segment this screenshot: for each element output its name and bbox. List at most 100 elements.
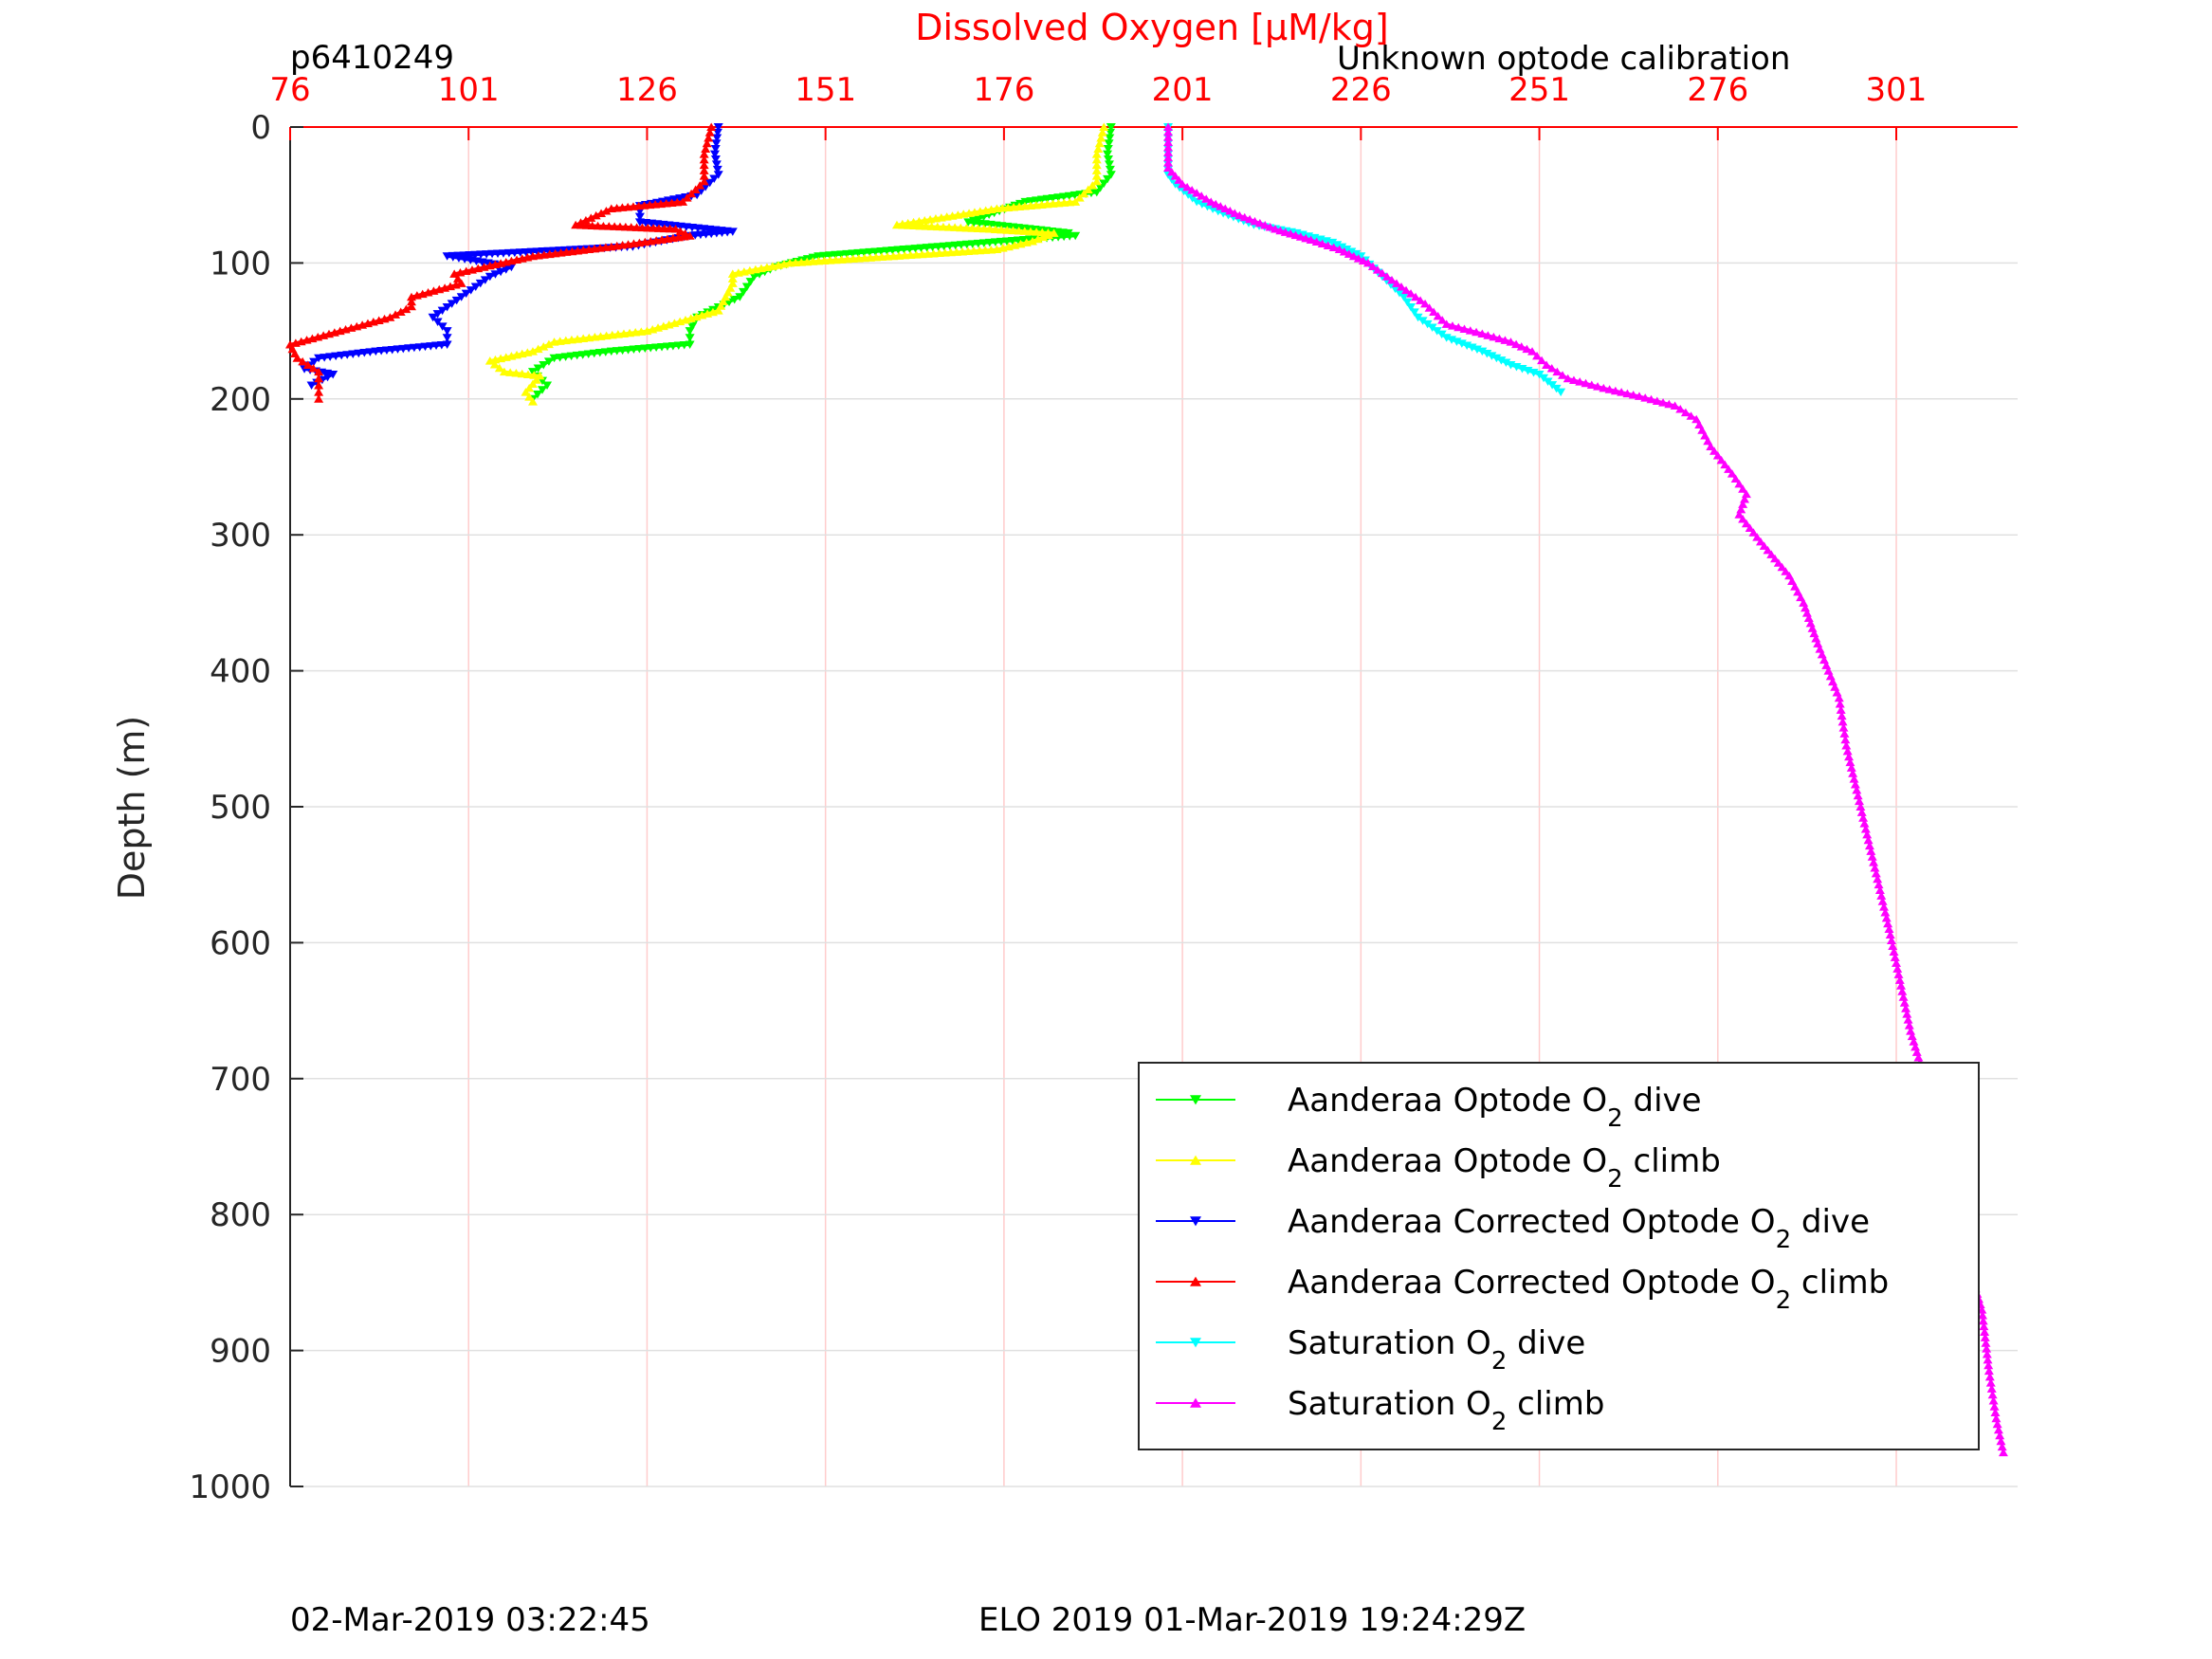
data-point	[1740, 495, 1750, 503]
data-point	[1477, 329, 1488, 337]
data-point	[709, 150, 720, 159]
data-point	[917, 249, 927, 259]
data-point	[496, 267, 506, 277]
data-point	[646, 236, 656, 246]
data-point	[1163, 137, 1174, 147]
y-tick-label: 600	[210, 924, 271, 962]
data-point	[1163, 133, 1174, 141]
data-point	[1741, 519, 1751, 528]
data-point	[1880, 907, 1891, 917]
data-point	[651, 236, 662, 245]
data-point	[1453, 322, 1464, 332]
data-point	[756, 264, 766, 273]
legend-label: Saturation O2 dive	[1288, 1324, 1585, 1376]
data-point	[346, 323, 356, 332]
data-point	[531, 375, 541, 384]
data-point	[1386, 275, 1397, 284]
data-point	[1842, 746, 1853, 756]
data-point	[945, 247, 956, 257]
data-point	[1091, 176, 1102, 186]
data-point	[923, 249, 933, 258]
data-point	[1427, 323, 1437, 333]
data-point	[302, 336, 312, 344]
y-tick-label: 100	[210, 245, 271, 283]
data-point	[727, 274, 738, 283]
y-tick-label: 0	[250, 109, 271, 147]
data-point	[997, 244, 1008, 252]
data-point	[290, 338, 301, 347]
x-tick-label: 251	[1508, 71, 1570, 109]
data-point	[432, 310, 443, 319]
x-tick-label: 226	[1330, 71, 1392, 109]
data-point	[1334, 245, 1344, 254]
data-point	[1840, 735, 1851, 744]
data-point	[711, 160, 722, 169]
data-point	[992, 245, 1002, 254]
data-point	[1187, 185, 1197, 194]
data-point	[1483, 331, 1493, 339]
data-point	[496, 259, 506, 267]
data-point	[1881, 913, 1892, 922]
data-point	[1883, 919, 1893, 928]
data-point	[1301, 233, 1311, 243]
data-point	[1225, 206, 1235, 215]
data-point	[1099, 179, 1109, 189]
legend-label: Aanderaa Corrected Optode O2 dive	[1288, 1203, 1870, 1254]
data-point	[1015, 239, 1026, 248]
data-point	[1025, 227, 1035, 236]
data-point	[1901, 1004, 1911, 1012]
data-point	[1306, 235, 1316, 245]
data-point	[1871, 868, 1881, 878]
data-point	[417, 289, 428, 299]
data-point	[314, 394, 324, 403]
data-point	[1724, 465, 1734, 473]
data-point	[352, 321, 362, 331]
data-point	[1781, 567, 1791, 575]
legend-label: Aanderaa Optode O2 dive	[1288, 1082, 1702, 1133]
data-point	[779, 260, 790, 268]
data-point	[1401, 285, 1412, 295]
data-point	[1793, 587, 1803, 596]
data-point	[1982, 1350, 1992, 1358]
data-point	[539, 250, 549, 259]
data-point	[1907, 1031, 1917, 1041]
data-point	[669, 319, 680, 327]
data-point	[944, 223, 955, 231]
data-point	[1755, 537, 1765, 546]
data-point	[573, 335, 583, 343]
data-point	[699, 160, 709, 170]
data-point	[980, 246, 991, 254]
data-point	[556, 248, 566, 257]
data-point	[984, 225, 995, 233]
data-point	[580, 215, 591, 225]
data-point	[1734, 479, 1745, 488]
data-point	[1417, 317, 1428, 325]
data-point	[1981, 1339, 1991, 1347]
data-point	[1988, 1395, 1999, 1405]
data-point	[900, 250, 910, 260]
data-point	[385, 313, 395, 321]
data-point	[1985, 1378, 1996, 1387]
y-tick-label: 700	[210, 1061, 271, 1099]
data-point	[1163, 122, 1174, 131]
data-point	[1998, 1448, 2008, 1457]
data-point	[1091, 166, 1102, 174]
data-point	[932, 222, 942, 231]
x-tick-label: 151	[795, 71, 856, 109]
x-tick-label: 176	[973, 71, 1034, 109]
data-point	[1835, 700, 1845, 708]
data-point	[1174, 175, 1184, 184]
data-point	[1008, 226, 1018, 235]
data-point	[1093, 144, 1104, 153]
data-point	[452, 274, 463, 283]
data-point	[1104, 139, 1114, 148]
data-point	[957, 246, 967, 256]
data-point	[501, 265, 511, 274]
data-point	[1411, 292, 1421, 301]
data-point	[586, 213, 596, 222]
data-point	[527, 251, 538, 261]
data-point	[1482, 350, 1492, 358]
data-point	[1556, 388, 1566, 397]
data-point	[1984, 1372, 1995, 1381]
data-point	[406, 292, 416, 301]
